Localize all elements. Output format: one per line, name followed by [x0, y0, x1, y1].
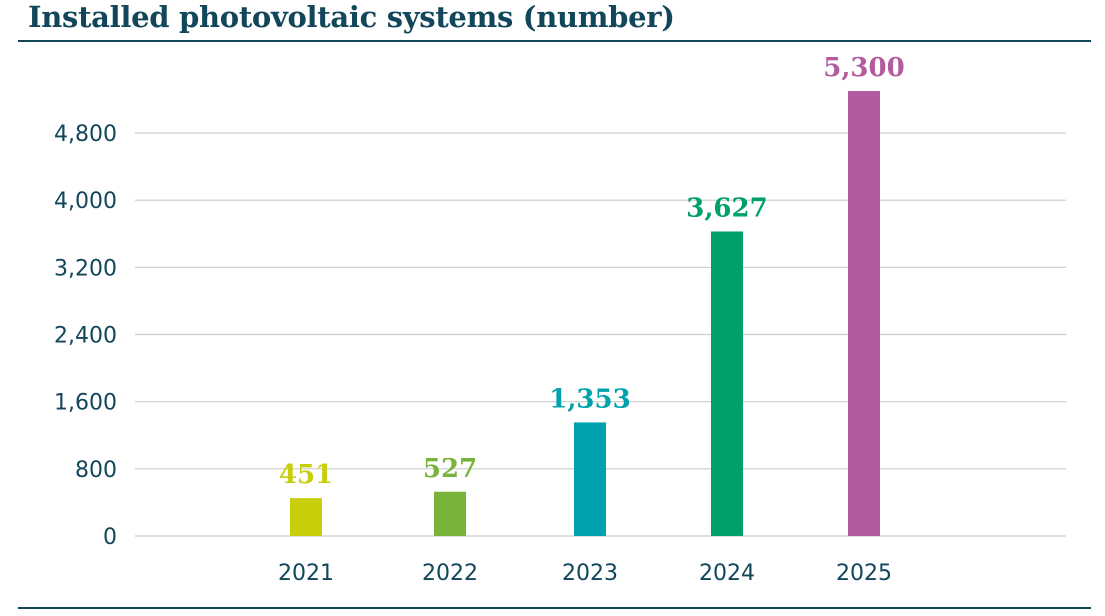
data-label-2022: 527 [423, 454, 477, 484]
bottom-divider [18, 607, 1091, 609]
title-divider [18, 40, 1091, 42]
bar-2021 [290, 498, 322, 536]
y-tick-label: 0 [103, 525, 117, 550]
x-tick-label-2021: 2021 [278, 561, 334, 586]
y-tick-label: 4,000 [54, 189, 117, 214]
x-tick-label-2024: 2024 [699, 561, 755, 586]
bar-2022 [434, 491, 466, 536]
data-label-2021: 451 [279, 460, 333, 490]
x-tick-label-2025: 2025 [836, 561, 892, 586]
y-tick-label: 3,200 [54, 256, 117, 281]
bar-2024 [711, 231, 743, 536]
y-tick-label: 2,400 [54, 324, 117, 349]
chart-title: Installed photovoltaic systems (number) [28, 0, 675, 34]
y-tick-label: 800 [75, 458, 117, 483]
bar-2023 [574, 422, 606, 536]
data-label-2023: 1,353 [549, 384, 630, 414]
data-label-2024: 3,627 [686, 193, 767, 223]
data-label-2025: 5,300 [823, 53, 904, 83]
x-tick-label-2023: 2023 [562, 561, 618, 586]
y-tick-label: 1,600 [54, 391, 117, 416]
y-tick-label: 4,800 [54, 122, 117, 147]
bar-2025 [848, 91, 880, 536]
x-tick-label-2022: 2022 [422, 561, 478, 586]
